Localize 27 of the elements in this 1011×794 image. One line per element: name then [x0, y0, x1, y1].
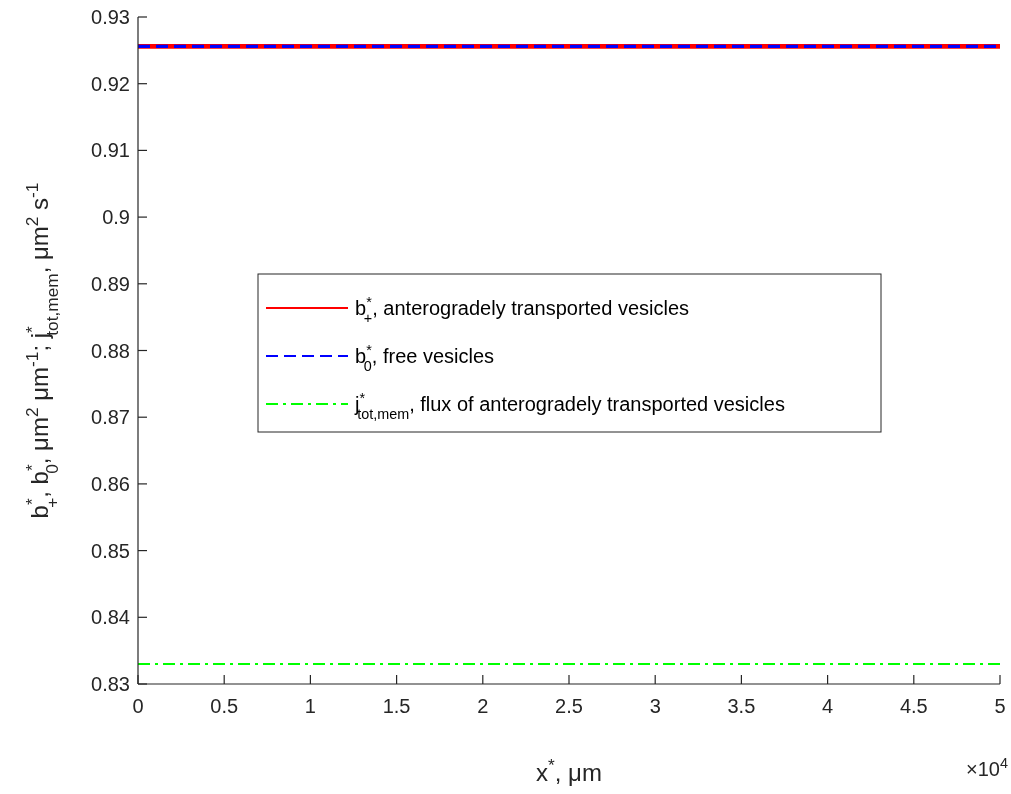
x-tick-label: 0.5: [210, 695, 239, 717]
x-tick-label: 1.5: [382, 695, 411, 717]
y-tick-label: 0.85: [91, 539, 130, 562]
legend-label: b$^{*}$$_{+}$, anterogradely transported vesicles: [355, 294, 690, 326]
x-tick-label: 2: [477, 695, 489, 717]
x-tick-label: 3.5: [727, 695, 756, 717]
y-tick-label: 0.84: [91, 606, 130, 629]
legend-label: b$^{*}$$_{0}$, free vesicles: [355, 342, 495, 374]
text: ×10$^{4}$: [966, 755, 1008, 780]
y-tick-label: 0.86: [91, 472, 130, 495]
y-tick-label: 0.89: [91, 272, 130, 295]
x-tick-label: 0: [132, 695, 144, 717]
legend-label: j$^{*}$$_{tot,mem}$, flux of anterogradely transported vesicles: [354, 390, 785, 422]
x-tick-label: 5: [994, 695, 1006, 717]
y-tick-label: 0.91: [91, 139, 130, 162]
y-tick-label: 0.87: [91, 406, 130, 429]
x-tick-label: 4.5: [899, 695, 928, 717]
y-tick-label: 0.92: [91, 72, 130, 95]
y-tick-label: 0.88: [91, 339, 130, 362]
x-tick-label: 1: [304, 695, 316, 717]
y-tick-label: 0.83: [91, 673, 130, 695]
y-tick-label: 0.9: [102, 206, 130, 229]
x-axis-title: x$^{*}$, μm: [536, 755, 602, 786]
x-tick-label: 4: [822, 695, 834, 717]
x-tick-label: 2.5: [555, 695, 583, 717]
y-tick-label: 0.93: [91, 6, 130, 28]
x-tick-label: 3: [649, 695, 661, 717]
